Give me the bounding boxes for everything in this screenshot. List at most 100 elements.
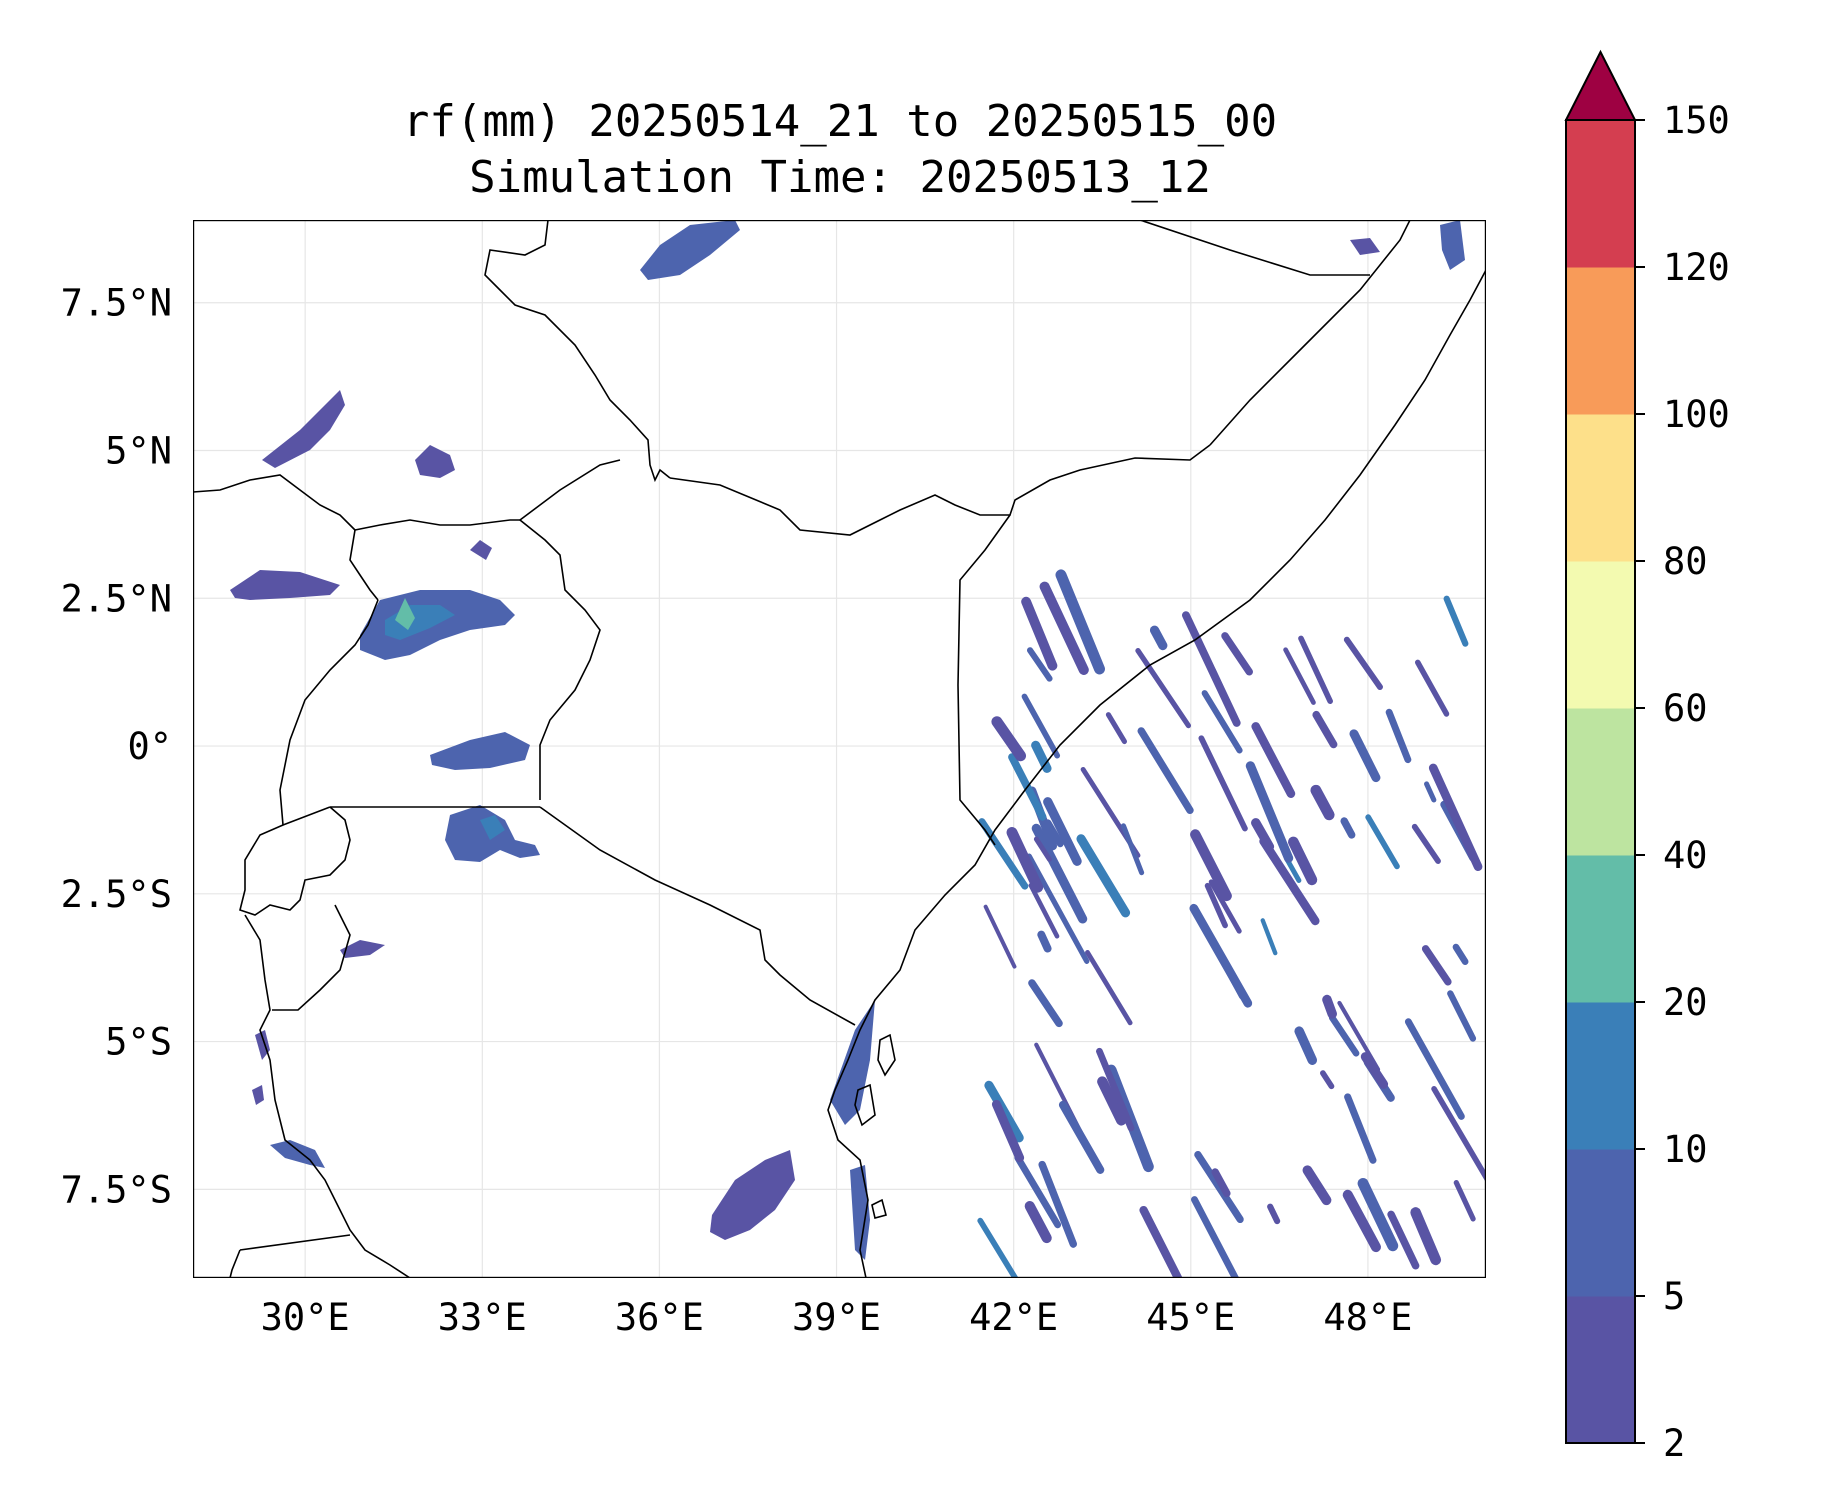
- rain-patch: [415, 445, 455, 478]
- colorbar-tick-label: 20: [1663, 981, 1708, 1024]
- rain-streak: [1343, 636, 1383, 690]
- rain-streak: [1014, 1154, 1062, 1229]
- title-line-2: Simulation Time: 20250513_12: [469, 152, 1211, 203]
- rain-streak: [1120, 823, 1145, 876]
- colorbar-segment: [1566, 1002, 1635, 1150]
- rainfall-layer: [230, 220, 1486, 1278]
- rain-streak: [1149, 625, 1168, 651]
- rain-patch: [710, 1150, 795, 1240]
- rain-patch: [360, 590, 515, 660]
- rain-streak: [1337, 1000, 1381, 1072]
- x-tick-label: 48°E: [1323, 1296, 1412, 1339]
- border-south-sudan-drc: [193, 474, 356, 531]
- border-uganda-south-sudan: [354, 519, 520, 531]
- rain-patch: [470, 540, 492, 560]
- y-tick-label: 2.5°N: [61, 577, 172, 620]
- rain-patch: [340, 940, 385, 958]
- colorbar-tick-label: 150: [1663, 99, 1730, 142]
- rain-streak: [1097, 1076, 1127, 1126]
- rain-streak: [1028, 979, 1063, 1028]
- rain-streak: [1452, 943, 1469, 966]
- colorbar-segment: [1566, 708, 1635, 856]
- rain-streak: [1037, 930, 1052, 953]
- rain-streak: [1404, 1018, 1465, 1120]
- borders: [193, 220, 1486, 1278]
- rain-streak: [1414, 659, 1450, 717]
- rain-streak: [1204, 882, 1228, 929]
- map-panel: [193, 220, 1486, 1278]
- rain-streak: [1357, 1177, 1399, 1252]
- rain-patch: [480, 815, 505, 840]
- rain-streak: [1043, 797, 1082, 866]
- rain-streak: [1182, 611, 1241, 727]
- rain-streak: [1340, 817, 1356, 839]
- colorbar-segment: [1566, 414, 1635, 562]
- rain-streak: [1298, 635, 1333, 704]
- rain-streak: [1288, 836, 1318, 886]
- rain-streak: [1135, 648, 1192, 729]
- y-tick-label: 2.5°S: [61, 873, 172, 916]
- x-tick-label: 42°E: [969, 1296, 1058, 1339]
- border-ethiopia-south-sudan: [484, 220, 671, 483]
- rain-streak: [991, 1099, 1025, 1163]
- rain-patch: [830, 1000, 875, 1125]
- border-rwanda-burundi: [239, 806, 351, 916]
- island-mafia: [871, 1198, 887, 1219]
- border-tanzania-west: [272, 904, 351, 1011]
- rain-streak: [1024, 1201, 1052, 1244]
- border-zambia-south: [229, 1249, 241, 1278]
- colorbar-tick-label: 2: [1663, 1422, 1685, 1465]
- coastline-east-africa: [827, 269, 1486, 1278]
- border-uganda-drc: [349, 529, 379, 601]
- x-tick-label: 30°E: [261, 1296, 350, 1339]
- rain-streak: [1038, 1160, 1078, 1248]
- y-tick-label: 0°: [127, 725, 172, 768]
- colorbar-tick-label: 10: [1663, 1128, 1708, 1171]
- rain-streak: [1189, 903, 1253, 1008]
- border-kenya-somalia: [957, 514, 1011, 846]
- rain-patch: [430, 732, 530, 770]
- rain-streak: [1198, 735, 1248, 832]
- rain-streak: [1026, 647, 1053, 682]
- y-tick-label: 7.5°N: [61, 282, 172, 325]
- rain-patch: [1440, 220, 1465, 270]
- y-tick-label: 7.5°S: [61, 1168, 172, 1211]
- rain-streak: [1201, 690, 1243, 754]
- rain-streak: [1096, 1047, 1135, 1132]
- rain-streak: [1251, 722, 1296, 798]
- rain-streak: [1006, 827, 1044, 893]
- y-tick-label: 5°S: [105, 1021, 172, 1064]
- rain-streak: [1028, 883, 1060, 939]
- ocean-rain-streaks: [977, 569, 1486, 1278]
- rain-streak: [1190, 829, 1232, 902]
- rain-streak: [1328, 1014, 1360, 1057]
- rain-streak: [1447, 990, 1477, 1042]
- rain-streak: [1283, 647, 1316, 705]
- colorbar-tick-label: 120: [1663, 246, 1730, 289]
- rain-streak: [1428, 763, 1483, 872]
- x-tick-label: 36°E: [615, 1296, 704, 1339]
- rain-streak: [1344, 1093, 1377, 1164]
- rain-patch: [255, 1030, 270, 1060]
- rain-patch: [262, 390, 345, 468]
- border-zambia-malawi: [239, 1234, 351, 1251]
- rain-patch: [252, 1085, 264, 1105]
- x-axis-ticks: 30°E 33°E 36°E 39°E 42°E 45°E 48°E: [261, 1296, 1413, 1339]
- x-tick-label: 39°E: [792, 1296, 881, 1339]
- rain-streak: [1322, 994, 1337, 1019]
- rain-patch: [395, 598, 415, 630]
- rain-streak: [1443, 595, 1469, 647]
- rain-streak: [1385, 708, 1412, 764]
- rain-streak: [1310, 784, 1335, 821]
- rain-streak: [1302, 1165, 1332, 1206]
- colorbar-tick-label: 80: [1663, 540, 1708, 583]
- colorbar-tick-label: 100: [1663, 393, 1730, 436]
- rain-streak: [1424, 781, 1437, 803]
- rain-patch: [1350, 238, 1380, 255]
- rain-streak: [1221, 632, 1253, 676]
- rain-streak: [1411, 823, 1441, 864]
- rain-patch: [640, 220, 740, 280]
- island-pemba: [877, 1033, 896, 1077]
- rain-streak: [991, 716, 1027, 762]
